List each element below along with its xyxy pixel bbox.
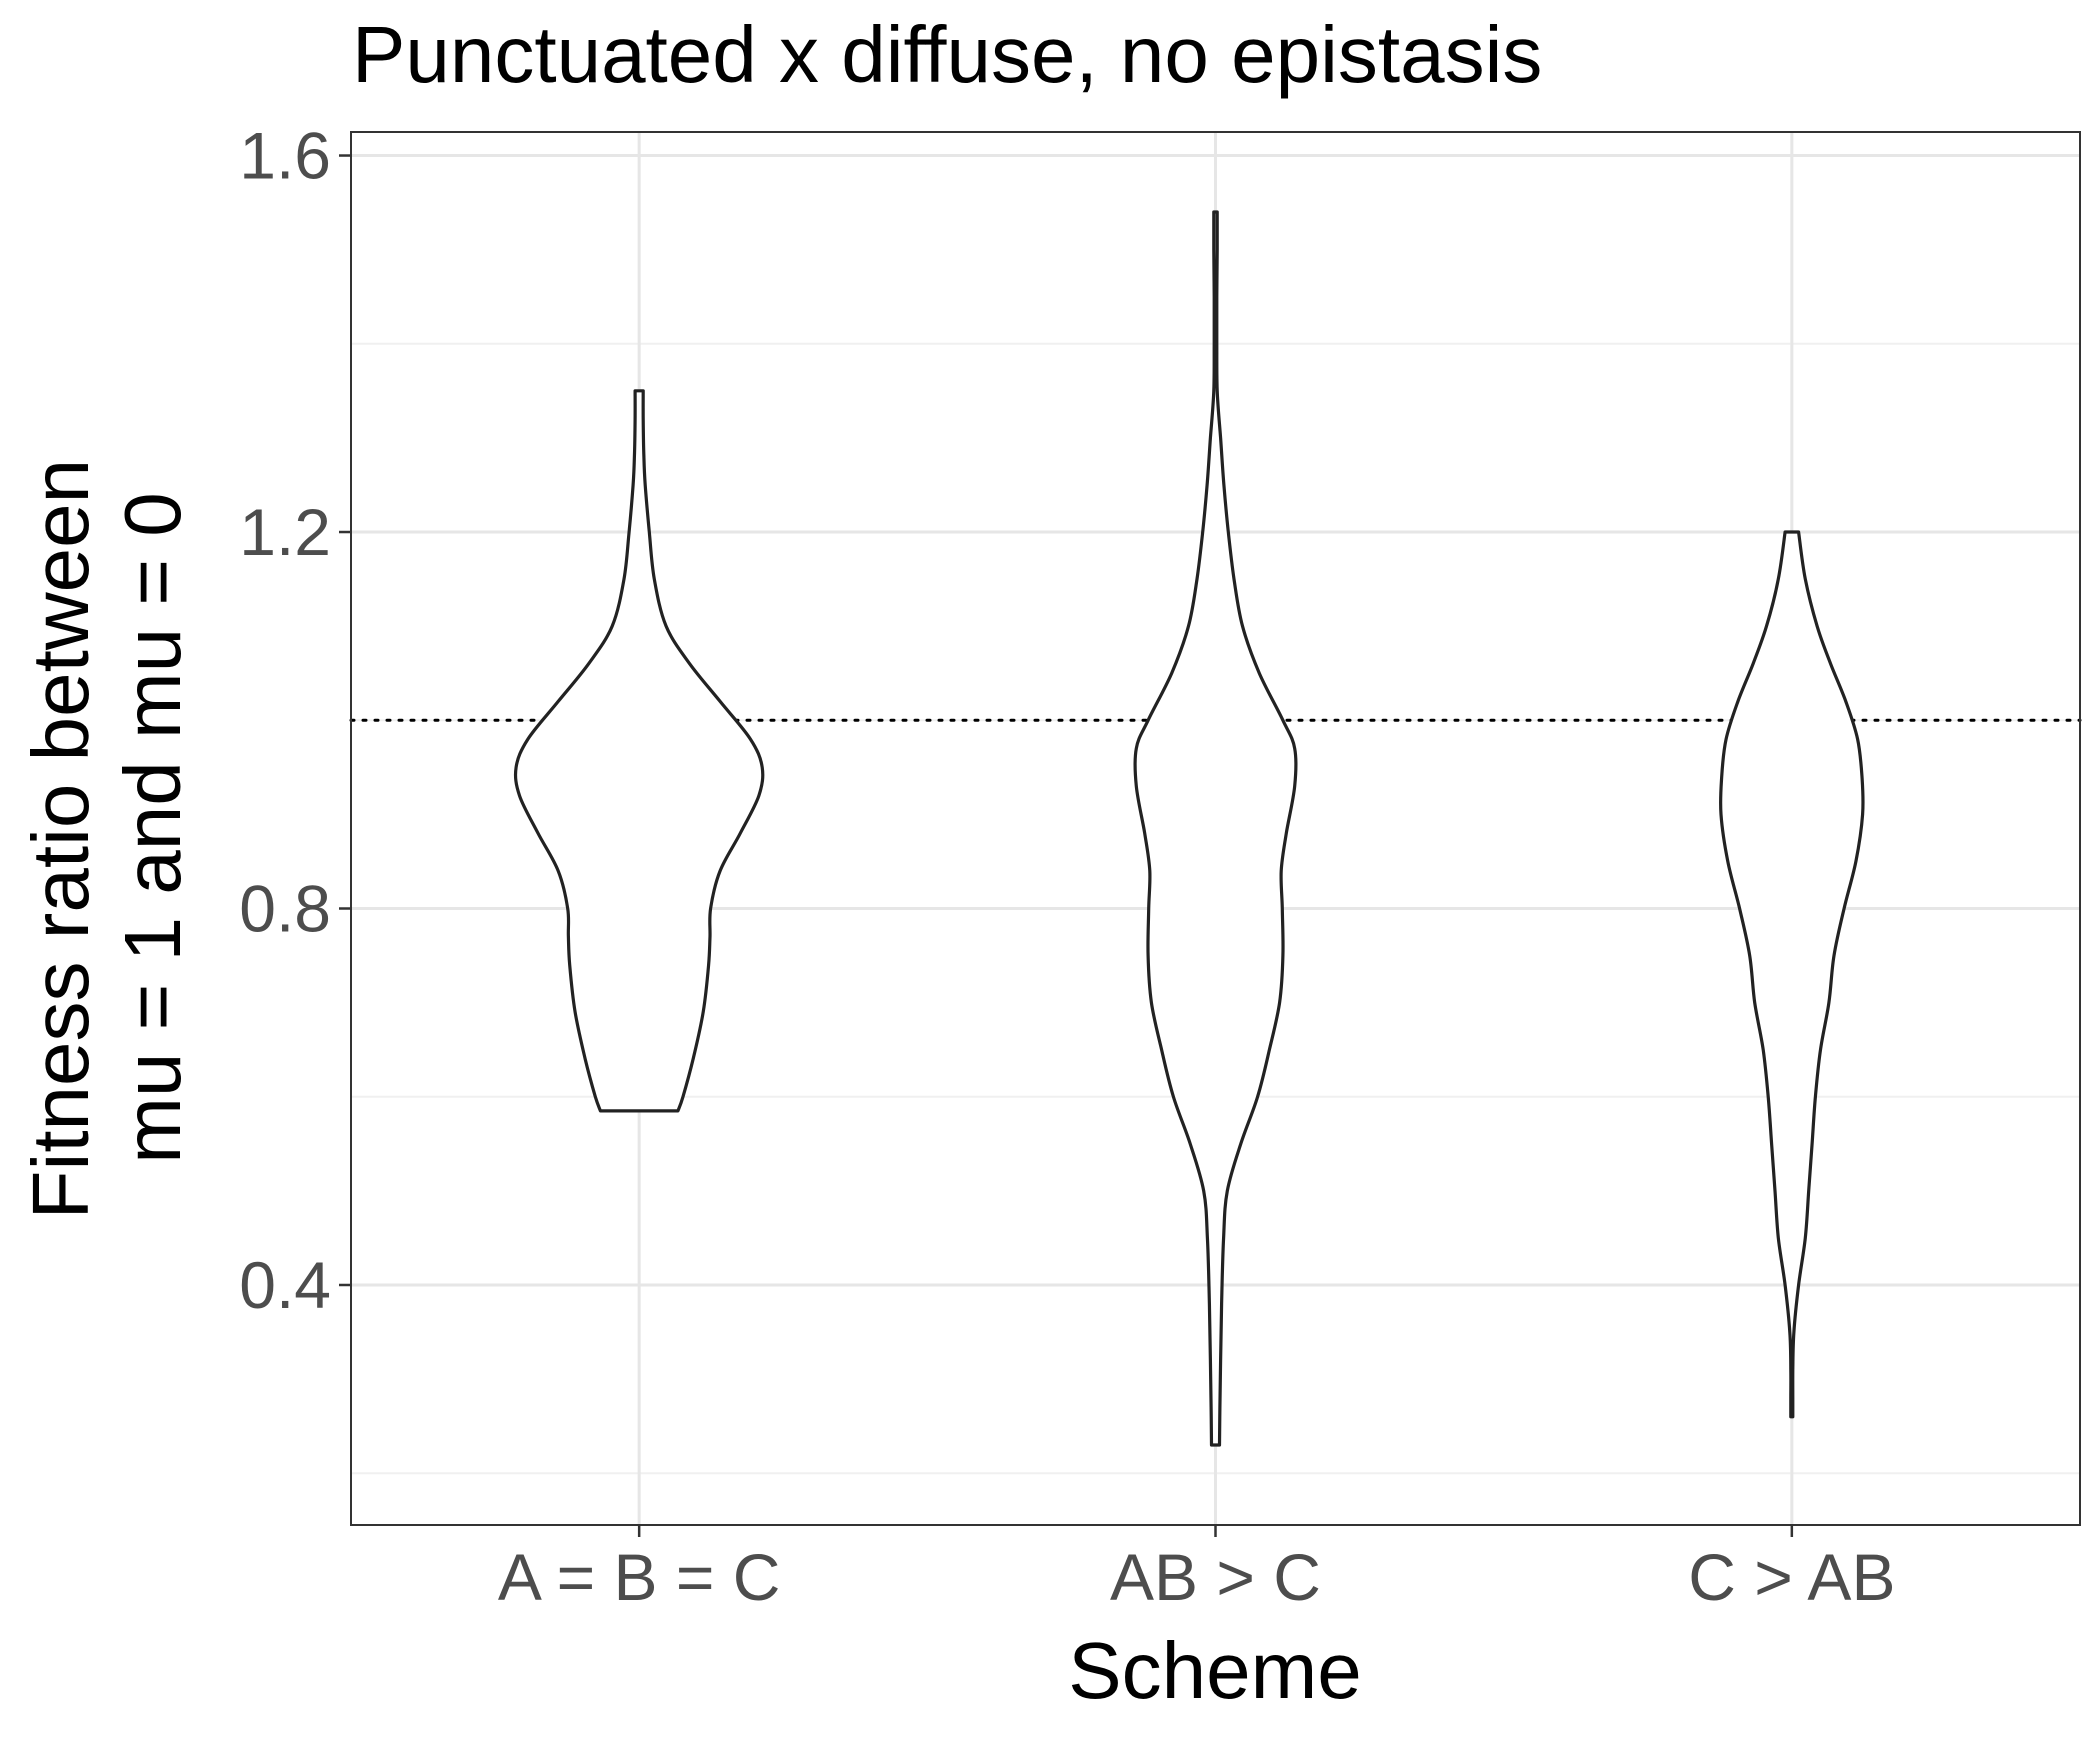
y-tick-label: 0.4 [239, 1248, 331, 1322]
x-axis-title: Scheme [1068, 1626, 1361, 1715]
violins [513, 210, 1865, 1447]
y-axis-title: Fitness ratio between mu = 1 and mu = 0 [16, 437, 197, 1220]
y-axis-title-line-2: mu = 1 and mu = 0 [108, 492, 197, 1164]
chart-title: Punctuated x diffuse, no epistasis [352, 10, 1542, 99]
violin-a-b-c [513, 389, 765, 1113]
y-tick-label: 1.6 [239, 119, 331, 193]
y-tick-label: 0.8 [239, 872, 331, 946]
y-axis: 0.4 0.8 1.2 1.6 [239, 119, 351, 1322]
x-tick-label: C > AB [1688, 1540, 1895, 1614]
y-axis-title-line-1: Fitness ratio between [16, 459, 105, 1219]
x-axis: A = B = C AB > C C > AB [498, 1525, 1895, 1614]
y-tick-label: 1.2 [239, 495, 331, 569]
x-tick-label: AB > C [1110, 1540, 1321, 1614]
violin-c-ab [1718, 530, 1865, 1419]
violin-ab-c [1133, 210, 1298, 1447]
x-tick-label: A = B = C [498, 1540, 781, 1614]
